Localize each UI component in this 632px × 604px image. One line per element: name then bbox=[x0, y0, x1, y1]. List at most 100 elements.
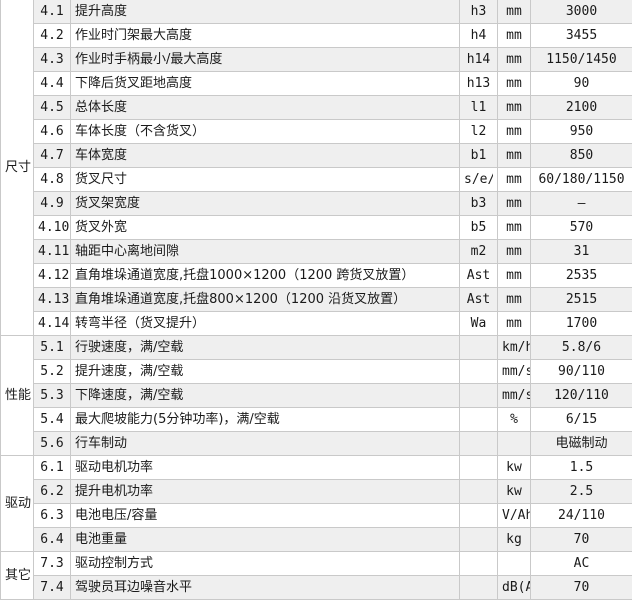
row-number-cell: 6.1 bbox=[33, 455, 71, 480]
row-unit-cell: kw bbox=[497, 455, 531, 480]
table-row: 4.14 转弯半径（货叉提升） Wa mm 1700 bbox=[1, 311, 632, 336]
row-value-cell: 电磁制动 bbox=[530, 431, 632, 456]
row-name-cell: 车体长度（不含货叉） bbox=[70, 119, 460, 144]
row-symbol-cell: h14 bbox=[459, 47, 498, 72]
row-number-cell-text: 4.5 bbox=[40, 100, 64, 115]
row-symbol-cell-text: s/e/l1 bbox=[464, 172, 493, 187]
row-number-cell-text: 4.1 bbox=[40, 4, 64, 19]
row-symbol-cell: h4 bbox=[459, 23, 498, 48]
row-symbol-cell: Ast bbox=[459, 263, 498, 288]
row-value-cell-text: 1700 bbox=[565, 316, 598, 331]
row-name-cell-text: 直角堆垛通道宽度,托盘1000×1200（1200 跨货叉放置） bbox=[75, 268, 415, 283]
row-number-cell: 5.4 bbox=[33, 407, 71, 432]
row-unit-cell-text: V/Ah bbox=[502, 508, 531, 523]
table-row: 5.4 最大爬坡能力(5分钟功率)，满/空载% 6/15 bbox=[1, 407, 632, 432]
row-value-cell-text: 60/180/1150 bbox=[538, 172, 625, 187]
row-value-cell-text: 24/110 bbox=[558, 508, 605, 523]
row-value-cell: 6/15 bbox=[530, 407, 632, 432]
row-unit-cell-text: kw bbox=[506, 484, 522, 499]
row-symbol-cell: m2 bbox=[459, 239, 498, 264]
row-value-cell-text: 6/15 bbox=[565, 412, 598, 427]
row-number-cell-text: 4.13 bbox=[38, 292, 70, 307]
row-value-cell: 24/110 bbox=[530, 503, 632, 528]
row-value-cell-text: 70 bbox=[573, 580, 590, 595]
row-name-cell-text: 车体宽度 bbox=[75, 148, 128, 163]
row-unit-cell bbox=[497, 431, 531, 456]
row-number-cell: 6.4 bbox=[33, 527, 71, 552]
row-number-cell: 4.13 bbox=[33, 287, 71, 312]
row-number-cell-text: 5.3 bbox=[40, 388, 64, 403]
row-name-cell: 提升电机功率 bbox=[70, 479, 460, 504]
row-name-cell-text: 提升电机功率 bbox=[75, 484, 154, 499]
row-unit-cell: % bbox=[497, 407, 531, 432]
row-value-cell: AC bbox=[530, 551, 632, 576]
row-unit-cell-text: mm bbox=[506, 124, 522, 139]
row-value-cell: 90/110 bbox=[530, 359, 632, 384]
row-unit-cell-text: mm bbox=[506, 76, 522, 91]
row-number-cell-text: 4.10 bbox=[38, 220, 70, 235]
row-number-cell: 6.3 bbox=[33, 503, 71, 528]
row-unit-cell: mm bbox=[497, 23, 531, 48]
row-value-cell-text: 90 bbox=[573, 76, 590, 91]
row-value-cell-text: 950 bbox=[569, 124, 594, 139]
row-unit-cell: kw bbox=[497, 479, 531, 504]
table-row: 6.3 电池电压/容量 V/Ah 24/110 bbox=[1, 503, 632, 528]
row-unit-cell: kg bbox=[497, 527, 531, 552]
row-symbol-cell-text: Wa bbox=[470, 316, 487, 331]
row-value-cell: 3455 bbox=[530, 23, 632, 48]
row-number-cell-text: 5.1 bbox=[40, 340, 64, 355]
category-cell: 驱动 bbox=[0, 455, 34, 552]
row-value-cell: 31 bbox=[530, 239, 632, 264]
row-value-cell: 1700 bbox=[530, 311, 632, 336]
row-value-cell: 2535 bbox=[530, 263, 632, 288]
row-value-cell: 70 bbox=[530, 527, 632, 552]
row-unit-cell-text: mm bbox=[506, 244, 522, 259]
table-row: 4.8 货叉尺寸 s/e/l1 mm 60/180/1150 bbox=[1, 167, 632, 192]
row-symbol-cell-text: Ast bbox=[466, 292, 491, 307]
row-number-cell-text: 7.4 bbox=[40, 580, 64, 595]
row-value-cell-text: 2.5 bbox=[569, 484, 594, 499]
row-name-cell: 直角堆垛通道宽度,托盘1000×1200（1200 跨货叉放置） bbox=[70, 263, 460, 288]
row-value-cell-text: 1150/1450 bbox=[546, 52, 617, 67]
row-name-cell-text: 行车制动 bbox=[75, 436, 128, 451]
row-number-cell-text: 4.2 bbox=[40, 28, 64, 43]
row-value-cell-text: AC bbox=[573, 556, 590, 571]
row-number-cell: 4.11 bbox=[33, 239, 71, 264]
table-row: 6.2 提升电机功率 kw 2.5 bbox=[1, 479, 632, 504]
row-name-cell: 最大爬坡能力(5分钟功率)，满/空载 bbox=[70, 407, 460, 432]
row-symbol-cell-text: b1 bbox=[470, 148, 487, 163]
table-row: 4.11 轴距中心离地间隙 m2 mm 31 bbox=[1, 239, 632, 264]
row-value-cell: 60/180/1150 bbox=[530, 167, 632, 192]
row-name-cell-text: 货叉尺寸 bbox=[75, 172, 128, 187]
row-symbol-cell: h13 bbox=[459, 71, 498, 96]
row-symbol-cell-text: m2 bbox=[470, 244, 487, 259]
row-value-cell: 3000 bbox=[530, 0, 632, 24]
table-row: 5.2 提升速度，满/空载 mm/s 90/110 bbox=[1, 359, 632, 384]
row-number-cell-text: 6.3 bbox=[40, 508, 64, 523]
row-name-cell: 行车制动 bbox=[70, 431, 460, 456]
row-name-cell-text: 货叉架宽度 bbox=[75, 196, 141, 211]
row-name-cell: 转弯半径（货叉提升） bbox=[70, 311, 460, 336]
row-number-cell: 4.7 bbox=[33, 143, 71, 168]
row-unit-cell: mm bbox=[497, 71, 531, 96]
row-symbol-cell bbox=[459, 527, 498, 552]
row-value-cell: 90 bbox=[530, 71, 632, 96]
row-unit-cell bbox=[497, 551, 531, 576]
row-number-cell: 4.8 bbox=[33, 167, 71, 192]
row-unit-cell-text: mm bbox=[506, 100, 522, 115]
row-value-cell: 850 bbox=[530, 143, 632, 168]
row-name-cell-text: 最大爬坡能力(5分钟功率)，满/空载 bbox=[75, 412, 280, 427]
row-unit-cell: mm bbox=[497, 143, 531, 168]
row-unit-cell-text: km/h bbox=[502, 340, 531, 355]
row-value-cell: 120/110 bbox=[530, 383, 632, 408]
row-number-cell: 4.4 bbox=[33, 71, 71, 96]
row-number-cell-text: 5.6 bbox=[40, 436, 64, 451]
row-name-cell: 驾驶员耳边噪音水平 bbox=[70, 575, 460, 600]
table-row: 4.6 车体长度（不含货叉） l2 mm 950 bbox=[1, 119, 632, 144]
row-value-cell: 5.8/6 bbox=[530, 335, 632, 360]
row-number-cell-text: 4.11 bbox=[38, 244, 70, 259]
category-cell: 其它 bbox=[0, 551, 34, 600]
row-name-cell-text: 车体长度（不含货叉） bbox=[75, 124, 206, 139]
row-unit-cell-text: dB(A) bbox=[502, 580, 530, 595]
